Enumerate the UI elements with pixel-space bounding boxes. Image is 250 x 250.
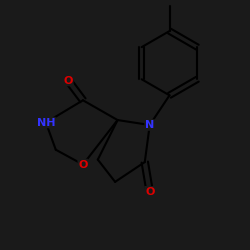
Text: O: O [78, 160, 88, 170]
Text: O: O [64, 76, 73, 86]
Text: NH: NH [37, 118, 55, 128]
Text: O: O [145, 187, 154, 197]
Text: N: N [145, 120, 154, 130]
